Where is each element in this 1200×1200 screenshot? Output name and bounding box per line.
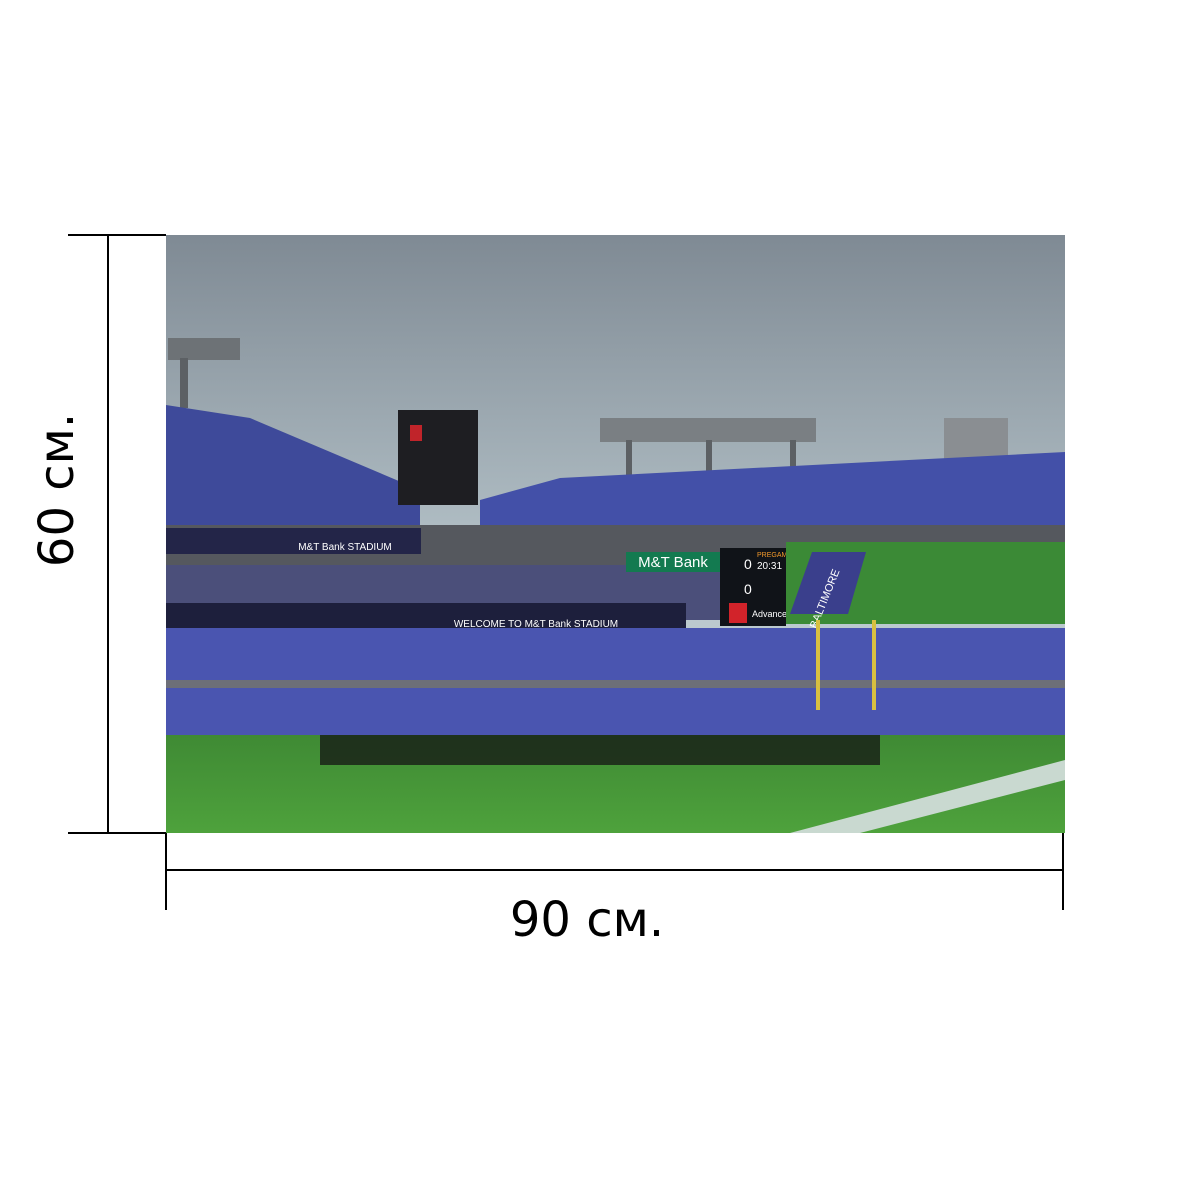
stadium-photo: M&T Bank STADIUM WELCOME TO M&T Bank STA… (166, 235, 1065, 833)
height-label: 60 см. (29, 413, 85, 567)
width-label: 90 см. (510, 892, 664, 948)
dimension-lines (68, 234, 1064, 910)
sign-text: Advance (752, 609, 787, 619)
sign-text: 0 (744, 581, 752, 597)
sign-text: WELCOME TO M&T Bank STADIUM (454, 619, 618, 630)
sign-text: M&T Bank (638, 554, 708, 571)
sign-text: 0 (744, 556, 752, 572)
sign-text: 20:31 (757, 561, 782, 572)
sign-text: M&T Bank STADIUM (298, 542, 392, 553)
sign-text: PREGAME (757, 552, 792, 559)
